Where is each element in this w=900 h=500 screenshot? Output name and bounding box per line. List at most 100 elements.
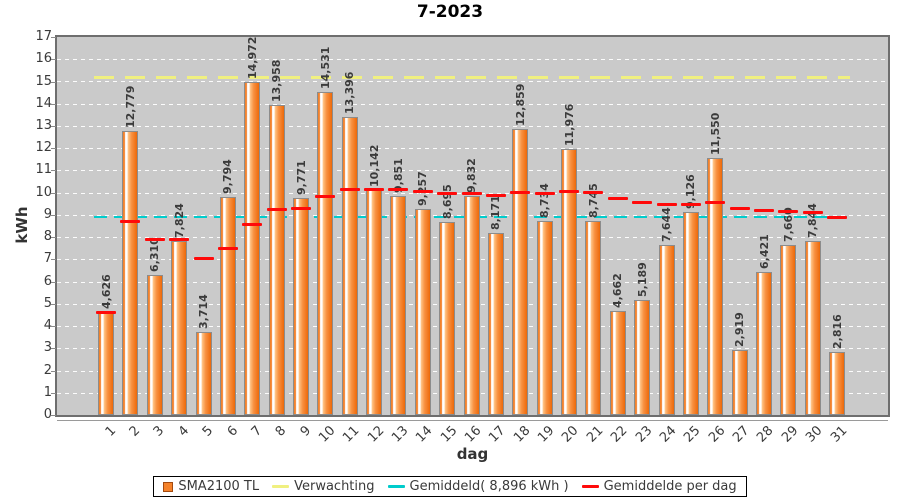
grid-line <box>57 125 888 127</box>
bar-day-5 <box>195 332 212 415</box>
y-tick-mark <box>51 192 56 194</box>
bar-day-30 <box>804 240 821 415</box>
running-average-segment <box>388 188 409 192</box>
plot-area: 4,626 12,779 6,310 7,824 3,714 9,794 14,972 13,… <box>57 37 888 415</box>
x-tick-label: 9 <box>297 423 314 440</box>
chart-title: 7-2023 <box>416 2 484 22</box>
bar-day-18 <box>512 129 529 415</box>
y-tick-mark <box>51 259 56 261</box>
bar-value-label: 9,832 <box>465 158 479 194</box>
bar-day-21 <box>585 220 602 415</box>
bar-value-label: 6,421 <box>757 234 771 270</box>
grid-line <box>57 81 888 83</box>
legend-label: Verwachting <box>294 479 375 494</box>
running-average-segment <box>217 246 238 250</box>
x-tick-label: 25 <box>681 423 704 446</box>
y-tick-label: 5 <box>43 295 52 311</box>
running-average-segment <box>559 189 579 193</box>
y-tick-mark <box>51 237 56 239</box>
legend: SMA2100 TL Verwachting Gemiddeld( 8,896 kW… <box>153 476 747 497</box>
y-tick-label: 11 <box>35 162 52 178</box>
line-swatch-icon <box>581 485 599 488</box>
bar-day-17 <box>487 233 504 415</box>
bar-value-label: 14,972 <box>245 36 259 80</box>
bar-value-label: 7,644 <box>660 207 673 242</box>
bar-day-2 <box>122 130 139 415</box>
bar-value-label: 2,919 <box>733 312 747 348</box>
running-average-segment <box>120 220 141 223</box>
y-tick-label: 16 <box>35 51 52 67</box>
y-tick-mark <box>51 303 56 305</box>
x-tick-label: 14 <box>413 423 436 446</box>
bar-day-1 <box>98 312 114 415</box>
bar-day-8 <box>268 104 285 415</box>
legend-wrap: SMA2100 TL Verwachting Gemiddeld( 8,896 kW… <box>0 476 900 497</box>
bar-value-label: 11,976 <box>562 103 576 146</box>
bar-value-label: 12,859 <box>513 83 527 127</box>
x-tick-label: 19 <box>535 423 558 446</box>
x-tick-label: 16 <box>462 423 485 446</box>
running-average-segment <box>754 209 774 212</box>
y-tick-label: 6 <box>43 273 52 289</box>
x-tick-label: 26 <box>705 423 729 446</box>
running-average-segment <box>266 207 287 211</box>
y-tick-label: 1 <box>43 384 52 400</box>
bar-value-label: 10,142 <box>367 144 381 187</box>
legend-label: Gemiddelde per dag <box>603 479 737 494</box>
x-tick-label: 6 <box>224 423 241 440</box>
x-tick-label: 30 <box>803 423 826 446</box>
running-average-segment <box>802 211 823 215</box>
x-tick-label: 15 <box>437 423 461 446</box>
running-average-segment <box>778 210 799 214</box>
y-tick-label: 7 <box>43 251 52 267</box>
running-average-segment <box>144 237 165 241</box>
legend-item-3: Gemiddeld( 8,896 kWh ) <box>387 479 569 494</box>
y-tick-mark <box>51 415 56 416</box>
running-average-segment <box>680 203 701 207</box>
x-tick-label: 1 <box>102 423 119 440</box>
bar-day-3 <box>146 274 163 415</box>
grid-line <box>57 170 888 172</box>
y-tick-mark <box>51 125 56 127</box>
y-tick-mark <box>51 103 56 105</box>
bar-value-label: 9,794 <box>221 159 235 195</box>
bar-day-28 <box>756 272 772 415</box>
y-tick-label: 8 <box>43 229 52 245</box>
y-tick-label: 9 <box>43 206 52 222</box>
bar-value-label: 6,310 <box>148 236 162 272</box>
running-average-segment <box>729 206 750 210</box>
bar-day-6 <box>219 197 236 415</box>
bar-day-25 <box>682 212 699 415</box>
bar-value-label: 2,816 <box>830 314 844 350</box>
bar-value-label: 9,771 <box>294 159 308 195</box>
bar-day-24 <box>658 245 675 415</box>
y-tick-mark <box>51 59 56 61</box>
running-average-segment <box>193 256 214 260</box>
bar-value-label: 7,824 <box>172 203 186 238</box>
x-tick-label: 7 <box>248 423 266 440</box>
bar-value-label: 8,695 <box>440 183 454 219</box>
bar-day-9 <box>293 197 309 415</box>
x-tick-label: 29 <box>778 423 802 446</box>
bar-value-label: 3,714 <box>197 294 210 330</box>
running-average-segment <box>315 195 336 198</box>
legend-item-4: Gemiddelde per dag <box>581 479 737 494</box>
running-average-segment <box>485 194 506 198</box>
running-average-segment <box>96 310 116 314</box>
y-tick-label: 0 <box>43 407 52 422</box>
grid-line <box>57 59 888 61</box>
x-tick-label: 10 <box>315 423 339 446</box>
bar-value-label: 12,779 <box>123 85 137 128</box>
bar-day-20 <box>561 148 577 415</box>
bar-day-13 <box>390 196 407 415</box>
x-tick-label: 8 <box>273 423 290 440</box>
running-average-segment <box>461 191 482 195</box>
running-average-segment <box>705 201 726 205</box>
x-tick-label: 21 <box>583 423 607 446</box>
bar-value-label: 8,734 <box>538 183 552 218</box>
bar-day-19 <box>536 220 553 415</box>
line-swatch-icon <box>387 485 405 488</box>
bar-day-7 <box>244 82 261 415</box>
y-tick-label: 10 <box>35 184 52 200</box>
bar-day-26 <box>707 158 724 415</box>
